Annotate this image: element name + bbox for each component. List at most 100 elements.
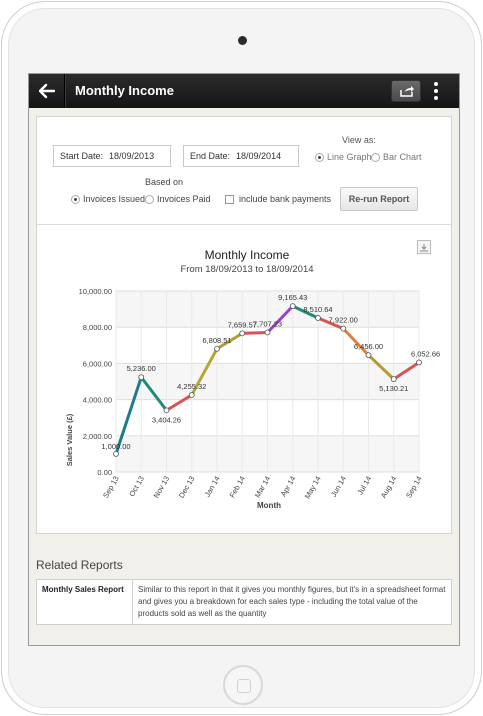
x-tick-label: Jun 14	[329, 475, 348, 499]
data-label: 8,510.64	[303, 305, 332, 314]
data-point	[340, 325, 347, 332]
data-label: 7,659.57	[228, 320, 257, 329]
radio-icon	[371, 152, 380, 162]
x-tick-label: Aug 14	[379, 475, 399, 500]
app-header: Monthly Income	[29, 74, 459, 108]
data-label: 5,236.00	[127, 364, 156, 373]
report-panel: Start Date: 18/09/2013 End Date: 18/09/201…	[36, 116, 452, 534]
radio-icon	[315, 152, 324, 162]
x-tick-label: Apr 14	[279, 475, 298, 499]
radio-line-graph[interactable]: Line Graph	[315, 152, 372, 162]
data-label: 7,707.23	[253, 319, 282, 328]
x-tick-label: Sep 13	[101, 475, 121, 500]
x-tick-label: Jan 14	[203, 475, 222, 499]
data-point	[416, 359, 422, 366]
related-report-description: Similar to this report in that it gives …	[132, 579, 452, 625]
view-as-label: View as:	[342, 135, 376, 145]
radio-icon	[145, 194, 154, 204]
data-label: 5,130.21	[379, 384, 408, 393]
chart-subtitle: From 18/09/2013 to 18/09/2014	[180, 264, 313, 275]
data-point	[188, 392, 195, 398]
series-segment	[165, 393, 194, 412]
x-tick-label: Oct 13	[127, 475, 146, 499]
include-bank-label: include bank payments	[239, 194, 332, 204]
y-tick-label: 6,000.00	[83, 359, 112, 368]
series-segment	[392, 360, 421, 381]
data-label: 7,922.00	[329, 316, 358, 325]
y-axis-label: Sales Value (£)	[65, 413, 74, 466]
y-tick-label: 4,000.00	[83, 396, 112, 405]
data-label: 1,000.00	[101, 442, 130, 451]
x-tick-label: Nov 13	[152, 475, 172, 500]
line-graph-label: Line Graph	[327, 152, 372, 162]
back-arrow-icon[interactable]	[39, 83, 55, 99]
monthly-income-chart: Monthly Income From 18/09/2013 to 18/09/…	[65, 248, 440, 510]
series-segment	[190, 347, 219, 397]
data-point	[390, 376, 397, 383]
radio-icon	[71, 194, 80, 204]
radio-bar-chart[interactable]: Bar Chart	[371, 152, 422, 162]
x-tick-label: Jul 14	[355, 475, 373, 497]
data-point	[163, 407, 170, 414]
data-point	[315, 315, 321, 321]
series-segment	[215, 331, 244, 351]
end-date-value: 18/09/2014	[236, 151, 282, 161]
data-label: 6,808.51	[202, 336, 231, 345]
data-point	[214, 345, 220, 352]
data-label: 3,404.26	[152, 415, 181, 424]
end-date-field[interactable]: End Date: 18/09/2014	[183, 145, 299, 167]
y-tick-label: 10,000.00	[79, 287, 112, 296]
data-point	[138, 374, 145, 381]
y-tick-label: 8,000.00	[83, 323, 112, 332]
series-segment	[266, 304, 295, 334]
include-bank-checkbox[interactable]: include bank payments	[225, 194, 331, 204]
start-date-field[interactable]: Start Date: 18/09/2013	[53, 145, 171, 167]
chart-title: Monthly Income	[205, 248, 290, 262]
series-segment	[316, 316, 345, 331]
end-date-label: End Date:	[190, 151, 231, 161]
related-reports-title: Related Reports	[36, 558, 123, 572]
data-point	[264, 329, 271, 336]
rerun-report-button[interactable]: Re-run Report	[340, 187, 418, 211]
x-tick-label: Sep 14	[404, 475, 424, 500]
series-segment	[114, 375, 143, 456]
more-vertical-icon[interactable]	[433, 82, 439, 100]
share-icon	[400, 86, 414, 97]
data-point	[239, 330, 246, 337]
x-tick-label: May 14	[303, 475, 323, 501]
table-row[interactable]: Monthly Sales Report Similar to this rep…	[36, 579, 452, 625]
y-tick-label: 0.00	[97, 468, 112, 477]
start-date-label: Start Date:	[60, 151, 104, 161]
invoices-issued-label: Invoices Issued	[83, 194, 146, 204]
bar-chart-label: Bar Chart	[383, 152, 422, 162]
start-date-value: 18/09/2013	[109, 151, 155, 161]
radio-invoices-paid[interactable]: Invoices Paid	[145, 194, 211, 204]
radio-invoices-issued[interactable]: Invoices Issued	[71, 194, 145, 204]
camera-icon	[238, 36, 247, 45]
report-filters: Start Date: 18/09/2013 End Date: 18/09/201…	[37, 117, 451, 225]
x-tick-label: Dec 13	[177, 475, 197, 500]
series-segment	[139, 375, 168, 412]
app-screen: Monthly Income Start Date: 18/09/2013 End…	[28, 73, 460, 646]
related-reports-table: Monthly Sales Report Similar to this rep…	[36, 579, 452, 625]
x-tick-label: Mar 14	[253, 475, 272, 500]
home-button[interactable]	[223, 665, 263, 705]
data-label: 6,052.66	[411, 349, 440, 358]
data-label: 4,255.32	[177, 382, 206, 391]
series-segment	[367, 353, 396, 381]
header-divider	[64, 74, 65, 108]
share-button[interactable]	[391, 80, 421, 102]
export-image-icon[interactable]	[417, 240, 431, 254]
related-report-name[interactable]: Monthly Sales Report	[36, 579, 133, 625]
series-segment	[291, 304, 320, 320]
based-on-label: Based on	[145, 177, 184, 187]
page-title: Monthly Income	[75, 83, 174, 98]
x-axis-label: Month	[257, 501, 281, 510]
data-point	[113, 450, 119, 457]
data-label: 6,456.00	[354, 342, 383, 351]
data-point	[365, 352, 372, 359]
data-point	[289, 303, 296, 310]
series-segment	[341, 327, 370, 357]
invoices-paid-label: Invoices Paid	[157, 194, 211, 204]
